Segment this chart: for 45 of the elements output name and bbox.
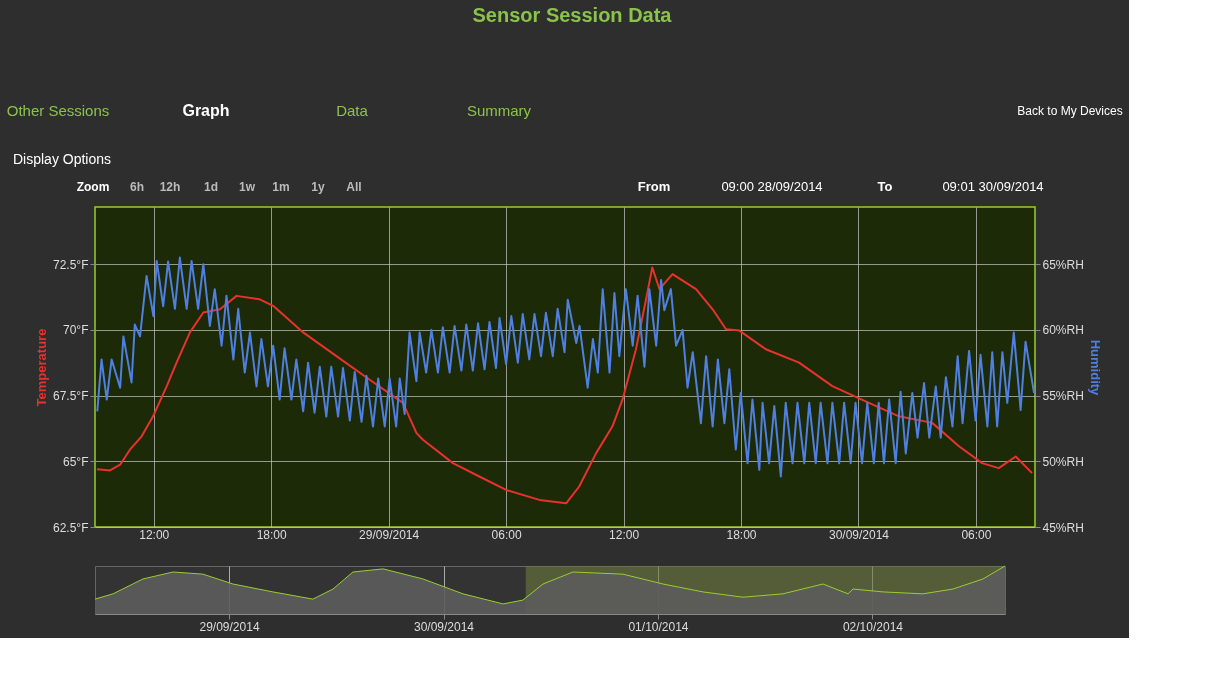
y-tick-label: 67.5°F [53,389,89,404]
y2-tick-label: 60%RH [1042,323,1084,338]
y-tick-label: 65°F [63,454,89,469]
x-tick-label: 30/09/2014 [828,527,890,542]
text: 6h [129,180,145,194]
text: Data [336,102,369,119]
text: Summary [466,102,532,119]
text: From [637,179,671,194]
line-series [95,266,1034,505]
text: 1d [203,180,219,194]
x-tick-label: 06:00 [491,527,522,542]
x-tick-label: 12:00 [139,527,170,542]
text: Zoom [76,180,110,194]
text: 09:01 30/09/2014 [942,179,1044,194]
y-tick-label: 62.5°F [53,520,89,535]
text: All [346,180,362,194]
text: Display Options [12,151,112,167]
x-tick-label: 01/10/2014 [628,619,689,634]
text: 1m [272,180,290,194]
text: 1y [311,180,325,194]
y-tick-label: 72.5°F [53,257,89,272]
y2-tick-label: 55%RH [1042,389,1084,404]
x-tick-label: 29/09/2014 [199,619,260,634]
x-tick-label: 29/09/2014 [359,527,420,542]
x-tick-label: 06:00 [961,527,992,542]
y2-tick-label: 50%RH [1042,454,1084,469]
y-tick-label: 70°F [63,323,89,338]
y-axis-title: Temperature [34,328,50,407]
x-tick-label: 02/10/2014 [842,619,904,634]
text: Other Sessions [6,102,110,119]
x-tick-label: 12:00 [609,527,640,542]
y2-tick-label: 65%RH [1042,257,1084,272]
text: Back to My Devices [1017,104,1123,118]
line-series [96,256,1035,478]
y2-axis-title: Humidity [1087,339,1103,397]
y2-tick-label: 45%RH [1042,520,1084,535]
text: 12h [159,180,181,194]
chart-title: Sensor Session Data [472,4,673,26]
text: To [877,179,893,194]
x-tick-label: 30/09/2014 [413,619,475,634]
x-tick-label: 18:00 [726,527,757,542]
text: 09:00 28/09/2014 [721,179,823,194]
text: Graph [182,102,230,119]
text: 1w [238,180,256,194]
x-tick-label: 18:00 [256,527,288,542]
